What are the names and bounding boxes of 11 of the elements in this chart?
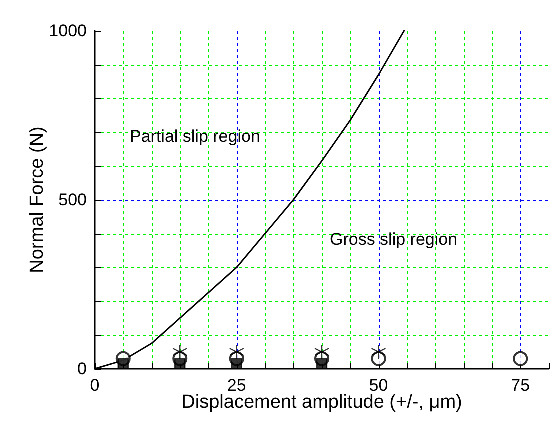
x-tick-label: 50	[369, 376, 388, 395]
x-tick-label: 0	[90, 376, 100, 395]
x-tick-label: 75	[511, 376, 530, 395]
y-tick-label: 500	[58, 190, 87, 210]
annotation: Gross slip region	[330, 230, 458, 249]
y-tick-label: 1000	[49, 22, 87, 40]
x-axis-title: Displacement amplitude (+/-, μm)	[182, 392, 462, 413]
x-tick-label: 25	[227, 376, 246, 395]
y-axis-title: Normal Force (N)	[27, 126, 48, 274]
y-tick-label: 0	[78, 360, 87, 378]
annotation: Partial slip region	[130, 127, 260, 146]
